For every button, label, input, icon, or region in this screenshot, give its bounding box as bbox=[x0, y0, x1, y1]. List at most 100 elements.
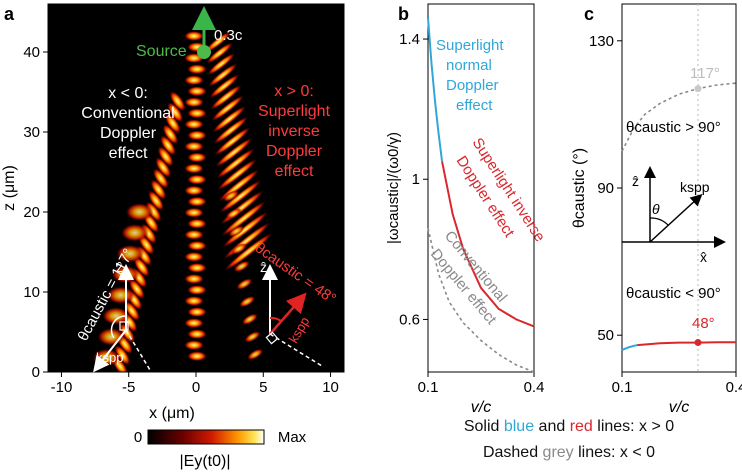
panel-b-axes: 0.1 0.4 0.6 1 1.4 bbox=[399, 31, 544, 396]
panel-a-xlabel: x (μm) bbox=[149, 405, 195, 422]
inset-k-arrow bbox=[649, 193, 703, 243]
y-tick-label: 30 bbox=[23, 124, 40, 141]
x-tick-label: 0.4 bbox=[726, 379, 742, 396]
field-blob bbox=[187, 284, 207, 295]
right-text-line: inverse bbox=[268, 123, 320, 140]
x-tick-label: 0.1 bbox=[418, 379, 439, 396]
x-tick-label: 0 bbox=[192, 379, 200, 396]
panel-label-a: a bbox=[4, 4, 15, 24]
x-tick-label: 10 bbox=[322, 379, 339, 396]
field-blob bbox=[184, 318, 204, 329]
caption-text: Dashed bbox=[482, 444, 543, 461]
y-tick-label: 50 bbox=[597, 327, 614, 344]
panel-c-frame bbox=[621, 3, 737, 373]
y-tick-label: 1.4 bbox=[399, 31, 420, 48]
field-blob bbox=[120, 223, 149, 242]
panel-label-b: b bbox=[398, 4, 409, 24]
colorbar-min: 0 bbox=[134, 429, 142, 446]
inset-theta-arc bbox=[649, 217, 669, 226]
field-blob bbox=[231, 243, 248, 255]
field-blob bbox=[184, 229, 204, 240]
field-blob bbox=[152, 168, 169, 189]
y-tick-label: 1 bbox=[412, 171, 420, 188]
field-blob bbox=[216, 158, 258, 191]
left-text-line: x < 0: bbox=[108, 85, 148, 102]
series-line bbox=[637, 341, 736, 347]
gt-90-label: θcaustic > 90° bbox=[626, 119, 721, 136]
y-tick-label: 0 bbox=[32, 364, 40, 381]
field-blob bbox=[239, 295, 256, 308]
panel-a-axes: -10 -5 0 5 10 0 10 20 30 40 bbox=[23, 44, 339, 396]
left-text-line: Conventional bbox=[81, 105, 174, 122]
y-tick-label: 90 bbox=[597, 180, 614, 197]
field-blob bbox=[187, 307, 207, 317]
field-blob bbox=[184, 141, 204, 152]
velocity-label: 0.3c bbox=[214, 27, 243, 44]
field-blob bbox=[214, 137, 254, 168]
panel-b-ylabel: |ωcaustic|/(ω0/γ) bbox=[385, 132, 402, 244]
blue-annot-line: Superlight bbox=[436, 37, 504, 54]
right-k-arrow bbox=[269, 292, 307, 335]
field-blob bbox=[150, 179, 167, 200]
field-blob bbox=[223, 232, 274, 272]
field-blob bbox=[233, 260, 250, 273]
panel-b-xlabel: v/c bbox=[471, 399, 491, 416]
caption-line-1: Solid blue and red lines: x > 0 bbox=[396, 418, 742, 436]
y-tick-label: 0.6 bbox=[399, 311, 420, 328]
right-z-hat: ẑ bbox=[260, 259, 267, 275]
series-line bbox=[441, 161, 535, 328]
caption-text: and bbox=[534, 418, 570, 435]
right-text-line: Superlight bbox=[258, 103, 331, 120]
panel-label-c: c bbox=[584, 4, 594, 24]
field-blob bbox=[184, 273, 204, 284]
caption-text: lines: x > 0 bbox=[592, 418, 675, 435]
right-text-line: x > 0: bbox=[274, 83, 314, 100]
right-text-line: Doppler bbox=[266, 143, 323, 160]
field-blob bbox=[123, 300, 141, 322]
field-blob bbox=[221, 211, 269, 249]
field-blob bbox=[187, 130, 207, 141]
x-tick-label: -5 bbox=[122, 379, 135, 396]
colorbar bbox=[147, 429, 265, 445]
panel-c-inset: ẑ x̂ kspp θ bbox=[622, 166, 726, 265]
field-blob bbox=[184, 340, 204, 351]
field-blob bbox=[187, 329, 207, 340]
y-tick-label: 20 bbox=[23, 204, 40, 221]
field-blob bbox=[213, 116, 249, 145]
field-blob bbox=[187, 86, 207, 97]
right-dashed-line bbox=[269, 333, 323, 367]
left-text-line: Doppler bbox=[100, 125, 157, 142]
caption-blue-word: blue bbox=[503, 418, 535, 435]
field-blob bbox=[187, 174, 207, 185]
field-blob bbox=[236, 278, 253, 290]
heatmap-field bbox=[48, 4, 344, 372]
field-blob bbox=[128, 278, 145, 300]
caption-line-2: Dashed grey lines: x < 0 bbox=[396, 444, 742, 462]
caption-text: Solid bbox=[463, 418, 504, 435]
field-blob bbox=[241, 313, 258, 325]
field-blob bbox=[147, 190, 165, 211]
field-blob bbox=[207, 52, 236, 76]
field-blob bbox=[133, 256, 150, 278]
left-angle-arc bbox=[110, 315, 127, 339]
field-blob bbox=[184, 31, 204, 41]
caption-red-word: red bbox=[569, 418, 593, 435]
right-region-annotation: x > 0: Superlight inverse Doppler effect bbox=[258, 83, 331, 180]
left-text-line: effect bbox=[109, 145, 148, 162]
x-tick-label: 5 bbox=[259, 379, 267, 396]
panel-c-xlabel: v/c bbox=[669, 399, 689, 416]
caption-text: lines: x < 0 bbox=[573, 444, 656, 461]
series-line bbox=[621, 344, 638, 351]
left-right-angle-mark bbox=[119, 321, 129, 331]
blue-annot-line: normal bbox=[446, 57, 492, 74]
field-blob bbox=[244, 331, 261, 343]
y-tick-label: 130 bbox=[589, 33, 614, 50]
field-blob bbox=[184, 163, 204, 174]
field-blob bbox=[184, 75, 204, 86]
field-blob bbox=[213, 126, 251, 156]
field-blob bbox=[101, 307, 130, 325]
marker-point bbox=[694, 339, 702, 347]
inset-x-label: x̂ bbox=[700, 249, 707, 265]
field-blob bbox=[184, 207, 204, 218]
left-region-annotation: x < 0: Conventional Doppler effect bbox=[81, 85, 174, 162]
